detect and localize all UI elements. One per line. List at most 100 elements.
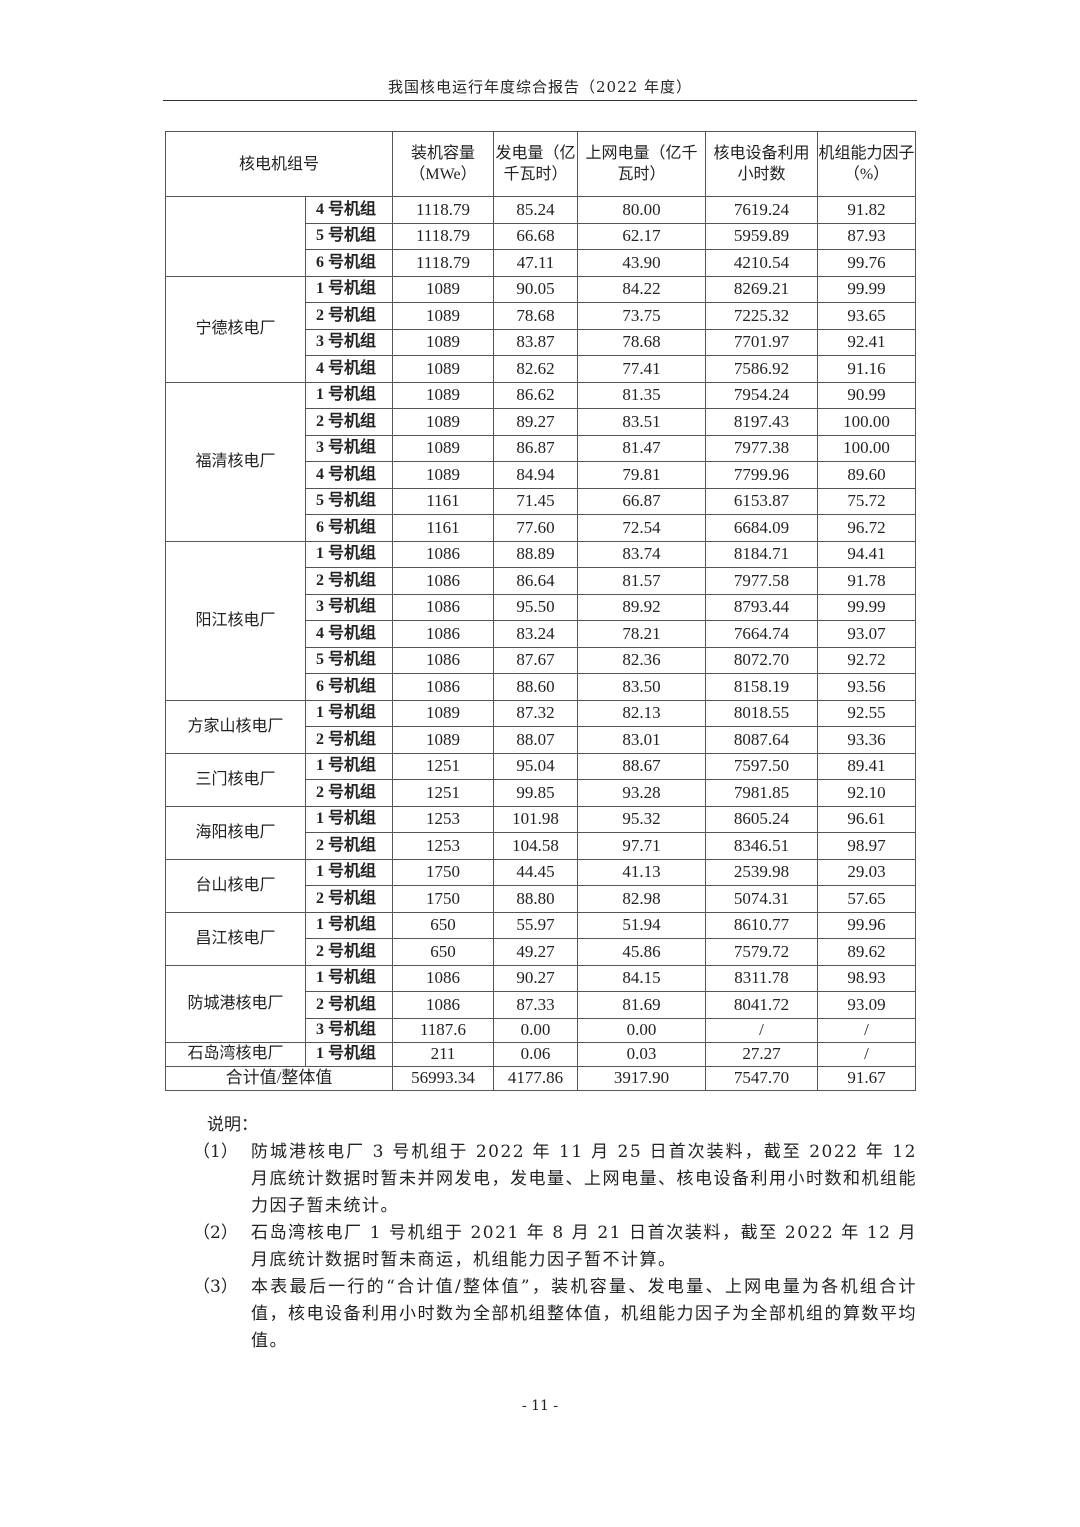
hours-cell: 8184.71 [705,540,818,568]
table-row: 福清核电厂 1 号机组 1089 86.62 81.35 7954.24 90.99 [165,381,916,542]
table-row: 2 号机组 1089 88.07 83.01 8087.64 93.36 [166,726,916,754]
factor-cell: 98.93 [817,964,916,992]
capacity-cell: 1161 [392,514,494,542]
generation-cell: 55.97 [493,911,578,939]
capacity-cell: 211 [392,1041,494,1067]
capacity-cell: 1253 [392,832,494,860]
factor-cell: 93.07 [817,620,916,648]
factor-cell: 89.41 [817,752,916,780]
hours-cell: 8610.77 [705,911,818,939]
generation-cell: 87.67 [493,646,578,674]
unit-cell: 1 号机组 [305,275,393,303]
table-row: 2 号机组 1253 104.58 97.71 8346.51 98.97 [166,832,916,860]
generation-cell: 83.87 [493,328,578,356]
capacity-cell: 1251 [392,752,494,780]
generation-cell: 95.04 [493,752,578,780]
capacity-cell: 1086 [392,567,494,595]
factor-cell: 92.41 [817,328,916,356]
grid-cell: 82.13 [577,699,706,727]
generation-cell: 85.24 [493,196,578,224]
factor-cell: 99.99 [817,593,916,621]
capacity-cell: 1089 [392,408,494,436]
table-row: 5 号机组 1086 87.67 82.36 8072.70 92.72 [166,646,916,674]
unit-cell: 4 号机组 [305,461,393,489]
generation-cell: 86.87 [493,434,578,462]
grid-cell: 41.13 [577,858,706,886]
note-text: 石岛湾核电厂 1 号机组于 2021 年 8 月 21 日首次装料，截至 202… [251,1223,917,1270]
capacity-total-cell: 56993.34 [392,1065,494,1091]
table-row: 2 号机组 650 49.27 45.86 7579.72 89.62 [166,938,916,966]
unit-cell: 3 号机组 [305,434,393,462]
capacity-cell: 1089 [392,302,494,330]
capacity-cell: 1086 [392,593,494,621]
generation-cell: 95.50 [493,593,578,621]
grid-cell: 78.21 [577,620,706,648]
hours-cell: 7664.74 [705,620,818,648]
nuclear-unit-table: 核电机组号 装机容量（MWe） 发电量（亿千瓦时） 上网电量（亿千瓦时） 核电设… [165,131,916,1091]
grid-cell: 81.69 [577,991,706,1019]
unit-cell: 1 号机组 [305,858,393,886]
grid-cell: 81.47 [577,434,706,462]
grid-cell: 62.17 [577,222,706,250]
factor-cell: 92.55 [817,699,916,727]
generation-cell: 0.00 [493,1017,578,1043]
generation-cell: 99.85 [493,779,578,807]
unit-cell: 2 号机组 [305,832,393,860]
generation-cell: 86.64 [493,567,578,595]
hours-cell: 7586.92 [705,355,818,383]
capacity-cell: 1089 [392,726,494,754]
hours-cell: 2539.98 [705,858,818,886]
hours-cell: 5074.31 [705,885,818,913]
unit-cell: 1 号机组 [305,964,393,992]
hours-cell: 8605.24 [705,805,818,833]
grid-cell: 0.00 [577,1017,706,1043]
unit-cell: 2 号机组 [305,302,393,330]
grid-cell: 66.87 [577,487,706,515]
grid-cell: 83.51 [577,408,706,436]
grid-cell: 83.74 [577,540,706,568]
plant-name-cell: 福清核电厂 [165,381,306,542]
capacity-cell: 1161 [392,487,494,515]
col-header-unit: 核电机组号 [165,131,393,197]
hours-cell: 7954.24 [705,381,818,409]
hours-total-cell: 7547.70 [705,1065,818,1091]
capacity-cell: 1086 [392,964,494,992]
table-row: 5 号机组 1161 71.45 66.87 6153.87 75.72 [166,487,916,515]
factor-cell: 89.62 [817,938,916,966]
unit-cell: 2 号机组 [305,938,393,966]
grid-cell: 82.36 [577,646,706,674]
table-row: 4 号机组 1118.79 85.24 80.00 7619.24 91.82 [165,196,916,277]
hours-cell: 8197.43 [705,408,818,436]
grid-cell: 51.94 [577,911,706,939]
hours-cell: 8346.51 [705,832,818,860]
col-header-factor: 机组能力因子（%） [817,131,916,197]
hours-cell: 7619.24 [705,196,818,224]
hours-cell: 7977.38 [705,434,818,462]
table-row: 5 号机组 1118.79 66.68 62.17 5959.89 87.93 [166,222,916,250]
factor-cell: 99.99 [817,275,916,303]
unit-cell: 2 号机组 [305,726,393,754]
capacity-cell: 1089 [392,275,494,303]
unit-cell: 5 号机组 [305,487,393,515]
note-number: （1） [193,1142,238,1162]
factor-cell: 98.97 [817,832,916,860]
plant-name-cell: 宁德核电厂 [165,275,306,383]
grid-cell: 72.54 [577,514,706,542]
col-header-generation: 发电量（亿千瓦时） [493,131,578,197]
hours-cell: 8072.70 [705,646,818,674]
unit-cell: 4 号机组 [305,620,393,648]
table-row: 6 号机组 1161 77.60 72.54 6684.09 96.72 [166,514,916,542]
factor-cell: 99.96 [817,911,916,939]
unit-cell: 6 号机组 [305,514,393,542]
hours-cell: 8041.72 [705,991,818,1019]
factor-cell: / [817,1017,916,1043]
generation-cell: 88.60 [493,673,578,701]
grid-cell: 83.01 [577,726,706,754]
factor-total-cell: 91.67 [817,1065,916,1091]
unit-cell: 3 号机组 [305,593,393,621]
hours-cell: 27.27 [705,1041,818,1067]
grid-cell: 84.22 [577,275,706,303]
hours-cell: 4210.54 [705,249,818,277]
generation-cell: 44.45 [493,858,578,886]
grid-cell: 78.68 [577,328,706,356]
